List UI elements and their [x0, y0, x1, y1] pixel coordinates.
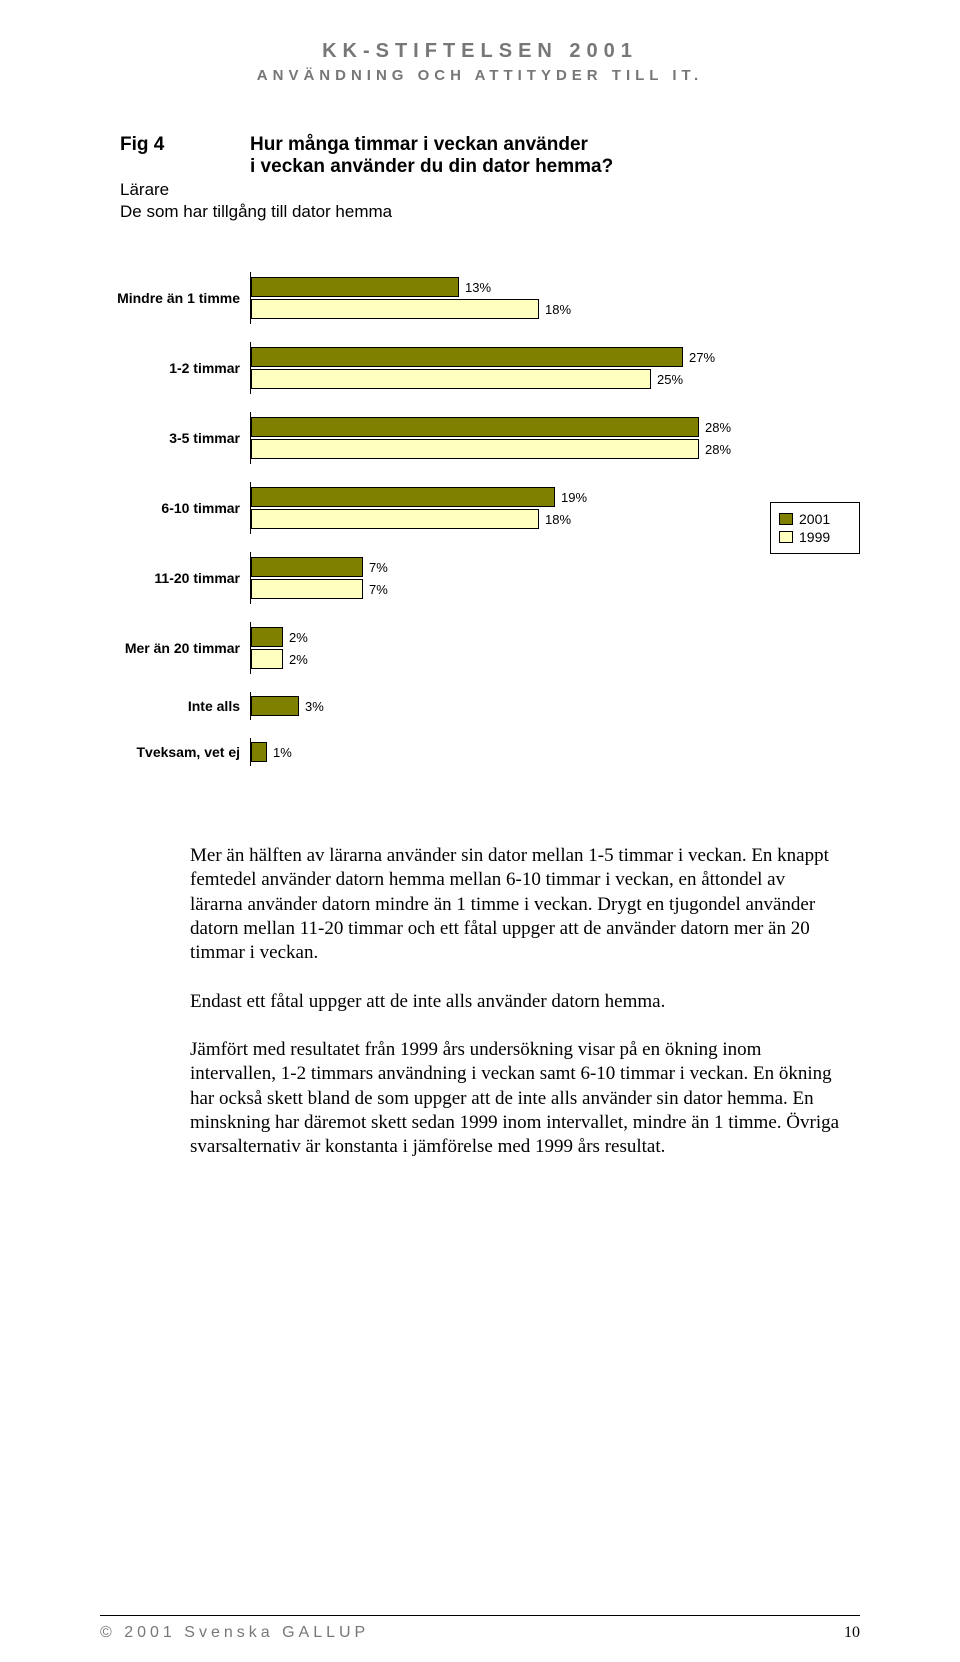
bar	[251, 369, 651, 389]
chart-row: 1-2 timmar 27% 25%	[100, 342, 740, 394]
chart-row: 3-5 timmar28%28%	[100, 412, 740, 464]
bar-chart: Mindre än 1 timme 13% 18% 1-2 timmar 27% 25% 3…	[100, 272, 860, 784]
bars-cell: 1%	[250, 738, 740, 766]
bar-line: 1%	[251, 741, 740, 763]
header-main: KK-STIFTELSEN 2001	[100, 40, 860, 63]
bar-value-label: 3%	[305, 699, 324, 714]
bar	[251, 649, 283, 669]
bar-line: 3%	[251, 695, 740, 717]
paragraph-3a: Jämfört med resultatet från 1999 års und…	[190, 1039, 839, 1157]
chart-row: Mindre än 1 timme 13% 18%	[100, 272, 740, 324]
bars-cell: 2%2%	[250, 622, 740, 674]
figure-title-line1: Hur många timmar i veckan använder	[250, 134, 613, 156]
bar-value-label: 25%	[657, 372, 683, 387]
paragraph-3: Jämfört med resultatet från 1999 års und…	[190, 1038, 840, 1160]
category-label: 3-5 timmar	[100, 430, 250, 446]
bars-cell: 13% 18%	[250, 272, 740, 324]
bar	[251, 509, 539, 529]
bar-value-label: 2%	[289, 630, 308, 645]
bar-value-label: 27%	[689, 350, 715, 365]
legend-label: 1999	[799, 529, 830, 545]
bar-line: 13%	[251, 276, 740, 298]
chart-row: Inte alls 3%	[100, 692, 740, 720]
legend-label: 2001	[799, 511, 830, 527]
legend-swatch	[779, 513, 793, 525]
paragraph-1: Mer än hälften av lärarna använder sin d…	[190, 844, 840, 966]
paragraph-2: Endast ett fåtal uppger att de inte alls…	[190, 990, 840, 1014]
bar-line: 7%	[251, 556, 740, 578]
bar	[251, 487, 555, 507]
bar-line: 28%	[251, 416, 740, 438]
category-label: 11-20 timmar	[100, 570, 250, 586]
bar-value-label: 18%	[545, 512, 571, 527]
chart-row: 11-20 timmar7%7%	[100, 552, 740, 604]
bars-cell: 19%18%	[250, 482, 740, 534]
figure-title-line2: i veckan använder du din dator hemma?	[250, 156, 613, 178]
legend-swatch	[779, 531, 793, 543]
bar-value-label: 7%	[369, 582, 388, 597]
category-label: Mer än 20 timmar	[100, 640, 250, 656]
category-label: 1-2 timmar	[100, 360, 250, 376]
bars-cell: 28%28%	[250, 412, 740, 464]
bars-cell: 7%7%	[250, 552, 740, 604]
bars-cell: 27% 25%	[250, 342, 740, 394]
bar-line: 28%	[251, 438, 740, 460]
bar-line: 7%	[251, 578, 740, 600]
bar	[251, 277, 459, 297]
bar	[251, 299, 539, 319]
category-label: Inte alls	[100, 698, 250, 714]
legend-row: 1999	[779, 529, 851, 545]
chart-row: Mer än 20 timmar2%2%	[100, 622, 740, 674]
bar-value-label: 13%	[465, 280, 491, 295]
footer: © 2001 Svenska GALLUP 10	[100, 1615, 860, 1642]
bar-line: 25%	[251, 368, 740, 390]
bar	[251, 439, 699, 459]
chart-legend: 2001 1999	[770, 502, 860, 554]
chart-row: 6-10 timmar19%18%	[100, 482, 740, 534]
bar	[251, 742, 267, 762]
bar-line: 2%	[251, 648, 740, 670]
bar-line: 18%	[251, 298, 740, 320]
bar-line: 27%	[251, 346, 740, 368]
bars-cell: 3%	[250, 692, 740, 720]
category-label: Tveksam, vet ej	[100, 744, 250, 760]
bar-value-label: 7%	[369, 560, 388, 575]
bar-line: 2%	[251, 626, 740, 648]
bar-value-label: 28%	[705, 442, 731, 457]
bar-line: 19%	[251, 486, 740, 508]
bar-value-label: 2%	[289, 652, 308, 667]
page-number: 10	[844, 1624, 860, 1642]
bar	[251, 417, 699, 437]
figure-heading: Fig 4 Hur många timmar i veckan använder…	[120, 134, 860, 222]
bar-value-label: 28%	[705, 420, 731, 435]
category-label: 6-10 timmar	[100, 500, 250, 516]
category-label: Mindre än 1 timme	[100, 290, 250, 306]
figure-subtitle-1: Lärare	[120, 180, 860, 200]
chart-row: Tveksam, vet ej 1%	[100, 738, 740, 766]
legend-row: 2001	[779, 511, 851, 527]
bar	[251, 627, 283, 647]
bar-value-label: 18%	[545, 302, 571, 317]
footer-copyright: © 2001 Svenska GALLUP	[100, 1624, 369, 1642]
bar	[251, 696, 299, 716]
bar-line: 18%	[251, 508, 740, 530]
figure-label: Fig 4	[120, 134, 250, 178]
bar-value-label: 1%	[273, 745, 292, 760]
bar	[251, 579, 363, 599]
bar	[251, 557, 363, 577]
bar-value-label: 19%	[561, 490, 587, 505]
figure-subtitle-2: De som har tillgång till dator hemma	[120, 202, 860, 222]
bar	[251, 347, 683, 367]
header-sub: ANVÄNDNING OCH ATTITYDER TILL IT.	[100, 67, 860, 84]
